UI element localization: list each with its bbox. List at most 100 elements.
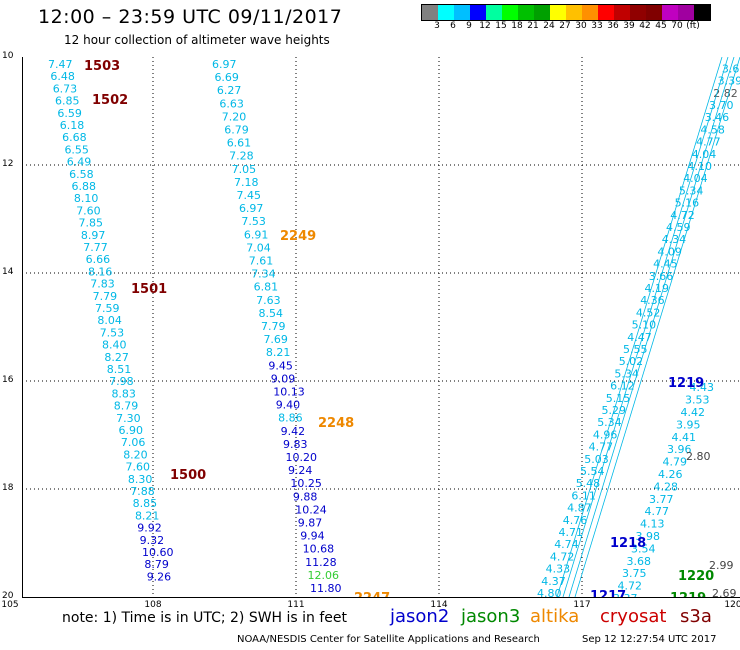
legend-label: 39 [623,21,635,31]
swh-value-left-track: 6.90 [119,424,144,437]
swh-value-left-track: 6.85 [55,95,80,108]
legend-label: 70 [671,21,683,31]
swh-value-right-track: 4.72 [670,209,695,222]
swh-value-mid-track: 6.27 [217,84,242,97]
y-tick-label: 20 [2,591,14,601]
swh-value-right-track-b: 4.42 [681,406,706,419]
x-tick-label: 120 [724,600,740,610]
swh-value-mid-track: 7.28 [229,150,254,163]
x-tick-label: 114 [430,600,448,610]
swh-value-left-track: 6.73 [53,82,77,95]
altika-pass-label: 2249 [280,229,316,244]
legend-swatch [582,5,598,20]
swh-value-left-track: 7.98 [109,375,134,388]
swh-value-left-track: 7.30 [116,412,140,425]
legend-label: 30 [575,21,587,31]
swh-value-mid-track: 7.34 [251,268,276,281]
swh-value-right-track: 5.10 [632,319,657,332]
swh-value-left-track: 6.58 [69,168,94,181]
swh-value-right-track: 2.82 [713,87,738,100]
swh-value-left-track: 6.49 [67,156,92,169]
swh-value-right-track: 4.87 [567,502,592,515]
swh-value-left-track: 9.92 [137,522,162,535]
swh-value-left-track: 8.10 [74,192,99,205]
swh-value-right-track-b: 3.37 [613,592,638,597]
legend-swatch [422,5,438,20]
swh-value-right-track-b: 3.95 [676,418,701,431]
swh-value-right-track-b: 3.77 [649,493,674,506]
swh-value-left-track: 8.21 [135,509,160,522]
swh-value-left-track: 7.79 [93,290,118,303]
legend-swatch [470,5,486,20]
wave-height-map[interactable]: 7.476.486.736.856.596.186.686.556.496.58… [22,57,740,597]
legend-swatch [550,5,566,20]
swh-value-left-track: 8.30 [128,473,152,486]
legend-swatch [662,5,678,20]
x-tick-label: 108 [144,600,162,610]
swh-value-mid-track: 6.97 [212,58,237,71]
swh-value-left-track: 8.51 [107,363,132,376]
swh-value-mid-track: 8.86 [278,412,303,425]
legend-label: 21 [527,21,539,31]
swh-value-right-track-b: 3.53 [685,394,710,407]
swh-value-mid-track: 6.61 [227,137,252,150]
swh-value-right-track: 4.34 [662,233,687,246]
swh-value-mid-track: 12.06 [308,569,340,582]
x-tick-label: 111 [287,600,305,610]
s3a-pass-label: 1501 [131,282,167,297]
swh-value-right-track: 6.12 [610,380,635,393]
swh-value-right-track-b: 4.77 [645,505,670,518]
swh-value-mid-track: 9.87 [298,517,323,530]
swh-value-left-track: 7.47 [48,58,73,71]
swh-value-left-track: 8.40 [102,339,127,352]
legend-swatch [678,5,694,20]
swh-value-mid-track: 6.69 [214,71,239,84]
swh-value-mid-track: 9.88 [293,490,318,503]
swh-value-right-track: 5.16 [675,197,700,210]
swh-value-right-track-b: 4.43 [690,381,715,394]
swh-value-gray: 2.99 [709,559,734,572]
swh-value-left-track: 8.79 [114,400,139,413]
swh-value-right-track: 5.03 [584,453,609,466]
legend-label: 42 [639,21,651,31]
swh-value-left-track: 7.06 [121,436,146,449]
swh-value-right-track: 5.34 [679,184,704,197]
swh-value-left-track: 9.32 [140,534,165,547]
swh-value-left-track: 6.18 [60,119,85,132]
swh-value-left-track: 10.60 [142,546,174,559]
legend-label: 6 [450,21,456,31]
swh-value-left-track: 8.27 [104,351,128,364]
legend-swatch [646,5,662,20]
swh-value-mid-track: 11.28 [305,556,337,569]
swh-value-right-track-b: 4.26 [658,468,683,481]
legend-label: (ft) [686,21,700,31]
swh-value-right-track-b: 3.96 [667,443,692,456]
swh-value-mid-track: 7.18 [234,176,258,189]
swh-value-mid-track: 8.21 [266,346,291,359]
swh-value-left-track: 7.60 [76,204,101,217]
swath-line [562,57,729,597]
legend-label: 18 [511,21,523,31]
swh-value-right-track: 5.34 [614,367,639,380]
swh-value-right-track-b: 3.68 [627,555,652,568]
legend-label: 36 [607,21,619,31]
swh-value-left-track: 8.97 [81,229,106,242]
swh-value-right-track: 4.37 [541,575,566,588]
legend-swatch [438,5,454,20]
color-legend [421,4,711,21]
swh-value-right-track: 4.80 [537,587,562,597]
swh-value-right-track-b: 4.13 [640,518,665,531]
legend-label: 45 [655,21,667,31]
swh-value-left-track: 6.88 [72,180,97,193]
altika-pass-label: 2248 [318,416,354,431]
swh-value-right-track: 4.45 [653,258,678,271]
swh-value-right-track: 5.54 [580,465,605,478]
swh-value-mid-track: 7.69 [263,333,288,346]
swh-value-mid-track: 9.45 [268,359,293,372]
legend-label: 15 [495,21,507,31]
legend-swatch [518,5,534,20]
swh-value-mid-track: 7.63 [256,294,281,307]
swh-value-mid-track: 10.13 [273,386,305,399]
legend-swatch [566,5,582,20]
s3a-pass-label: 1502 [92,93,128,108]
